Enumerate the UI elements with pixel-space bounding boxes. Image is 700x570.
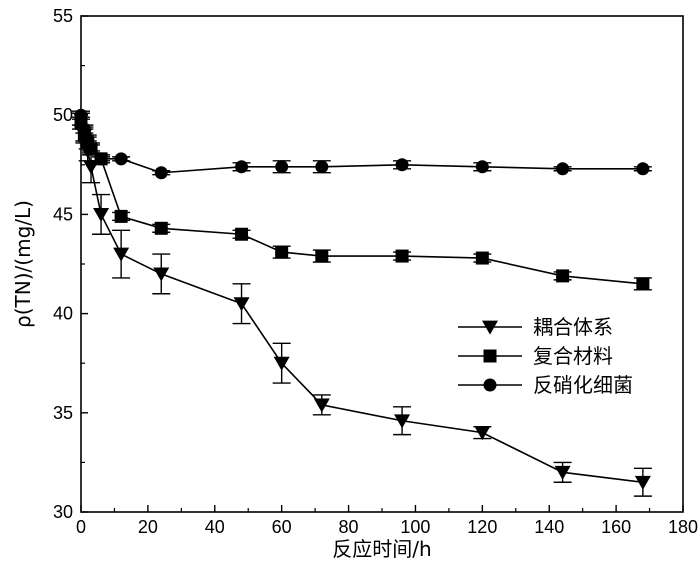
x-tick-label: 120: [467, 517, 497, 537]
plot-area: [80, 15, 684, 513]
marker-triangle-down: [273, 356, 290, 371]
marker-circle: [275, 160, 289, 174]
legend-item: 耦合体系: [458, 315, 613, 339]
marker-circle: [84, 142, 98, 156]
x-tick-label: 60: [272, 517, 292, 537]
x-tick-label: 180: [668, 517, 698, 537]
series-3: [72, 108, 652, 180]
marker-circle: [235, 160, 249, 174]
marker-triangle-down: [394, 414, 411, 429]
legend-label: 复合材料: [533, 344, 613, 368]
marker-square: [395, 249, 409, 263]
marker-triangle-down: [554, 465, 571, 480]
marker-square: [315, 249, 329, 263]
marker-triangle-down: [482, 320, 498, 335]
marker-square: [154, 221, 168, 235]
y-tick-label: 55: [53, 6, 73, 26]
marker-circle: [114, 152, 128, 166]
series-2: [72, 116, 652, 291]
marker-circle: [395, 158, 409, 172]
marker-triangle-down: [313, 398, 330, 413]
marker-circle: [315, 160, 329, 174]
legend-item: 复合材料: [458, 344, 613, 368]
marker-square: [483, 349, 497, 363]
marker-circle: [154, 166, 168, 180]
marker-circle: [94, 152, 108, 166]
y-axis-label: ρ(TN)/(mg/L): [11, 200, 35, 328]
series-line: [80, 122, 643, 285]
marker-triangle-down: [634, 475, 651, 490]
y-tick-label: 50: [53, 105, 73, 125]
x-tick-label: 40: [205, 517, 225, 537]
marker-circle: [636, 162, 650, 176]
marker-square: [636, 277, 650, 291]
marker-square: [114, 209, 128, 223]
legend-label: 反硝化细菌: [533, 373, 633, 397]
marker-circle: [81, 132, 95, 146]
legend-item: 反硝化细菌: [458, 373, 633, 397]
x-tick-label: 160: [601, 517, 631, 537]
x-tick-label: 20: [138, 517, 158, 537]
y-tick-label: 35: [53, 403, 73, 423]
marker-square: [275, 245, 289, 259]
y-tick-label: 40: [53, 304, 73, 324]
marker-triangle-down: [474, 426, 491, 441]
y-tick-label: 30: [53, 502, 73, 522]
x-axis-label: 反应时间/h: [332, 537, 431, 561]
marker-circle: [483, 378, 497, 392]
marker-triangle-down: [113, 247, 130, 262]
x-tick-label: 0: [76, 517, 86, 537]
marker-square: [556, 269, 570, 283]
marker-triangle-down: [153, 267, 170, 282]
x-tick-label: 100: [400, 517, 430, 537]
marker-triangle-down: [93, 208, 110, 222]
y-tick-label: 45: [53, 204, 73, 224]
ticks-layer: 0 20 40 60 80 100 120 140 160 180 30 35 40 45 50 55: [53, 6, 698, 537]
marker-triangle-down: [233, 297, 250, 312]
marker-circle: [556, 162, 570, 176]
plot-frame: [80, 15, 684, 513]
series-layer: [72, 108, 652, 497]
x-tick-label: 80: [339, 517, 359, 537]
marker-square: [475, 251, 489, 265]
marker-circle: [475, 160, 489, 174]
legend-label: 耦合体系: [533, 315, 613, 339]
marker-circle: [77, 122, 91, 136]
x-tick-label: 140: [534, 517, 564, 537]
marker-square: [235, 227, 249, 241]
